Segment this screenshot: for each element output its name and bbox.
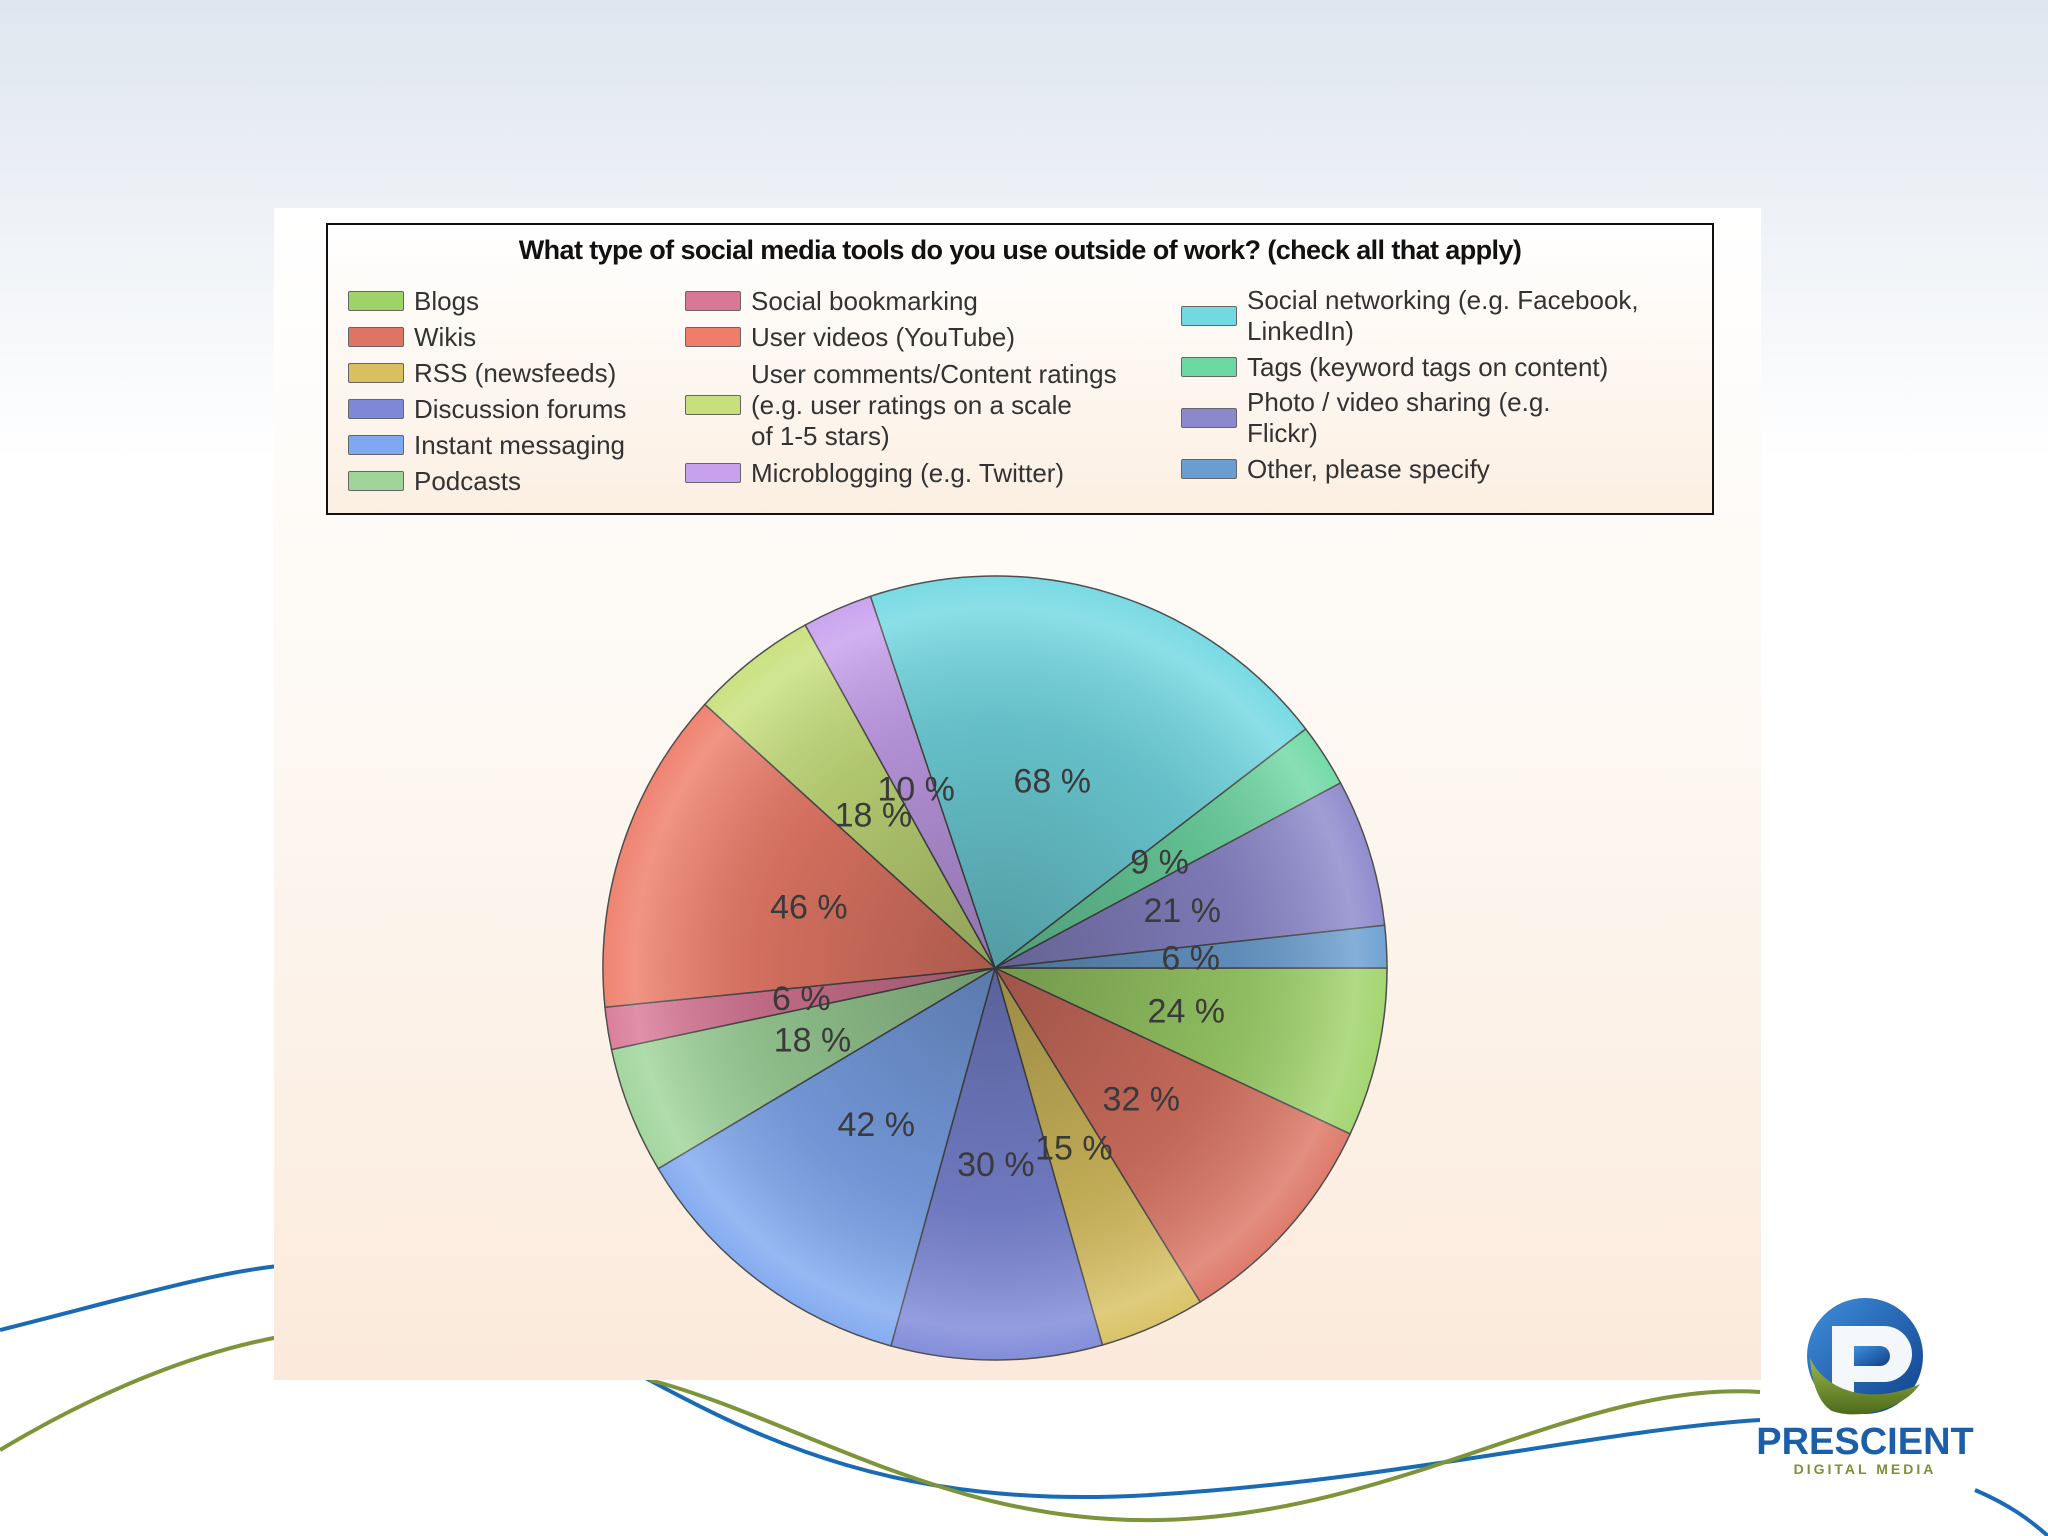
- legend-label: Social bookmarking: [751, 285, 978, 316]
- legend-item: Instant messaging: [348, 427, 626, 463]
- logo-tagline: DIGITAL MEDIA: [1794, 1461, 1937, 1477]
- legend-column-3: Social networking (e.g. Facebook, Linked…: [1181, 283, 1639, 487]
- legend-item: Wikis: [348, 319, 626, 355]
- legend-label: User videos (YouTube): [751, 321, 1015, 352]
- prescient-logo: PRESCIENT DIGITAL MEDIA: [1756, 1298, 1974, 1477]
- legend-label: Wikis: [414, 321, 477, 352]
- logo-name: PRESCIENT: [1756, 1421, 1973, 1463]
- legend-item: Discussion forums: [348, 391, 626, 427]
- swoosh-blue-bottom: [639, 1373, 1761, 1500]
- legend-swatch: [348, 399, 404, 419]
- pie-slice-label: 6 %: [1161, 939, 1220, 977]
- pie-chart: 24 %32 %15 %30 %42 %18 %6 %46 %18 %10 % 6…: [602, 575, 1388, 1361]
- legend-item: Tags (keyword tags on content): [1181, 349, 1639, 385]
- legend-label: Other, please specify: [1247, 453, 1490, 484]
- legend-swatch: [685, 291, 741, 311]
- legend-swatch: [685, 463, 741, 483]
- pie-slice-label: 9 %: [1130, 844, 1189, 882]
- legend-item: RSS (newsfeeds): [348, 355, 626, 391]
- pie-slice-label: 30 %: [957, 1146, 1035, 1184]
- legend-item: Social networking (e.g. Facebook, Linked…: [1181, 283, 1639, 349]
- legend-swatch: [348, 435, 404, 455]
- swoosh-green-left: [0, 1333, 291, 1452]
- chart-title: What type of social media tools do you u…: [518, 235, 1522, 265]
- legend-item: Blogs: [348, 283, 626, 319]
- legend: What type of social media tools do you u…: [326, 223, 1714, 515]
- legend-swatch: [348, 291, 404, 311]
- legend-column-1: Blogs Wikis RSS (newsfeeds) Discussion foru…: [348, 283, 626, 499]
- chart-panel: What type of social media tools do you u…: [274, 208, 1761, 1380]
- pie-slice-label: 21 %: [1143, 892, 1221, 930]
- swoosh-blue-right: [1974, 1488, 2048, 1536]
- pie-slice-label: 68 %: [1013, 763, 1090, 801]
- pie-slice-label: 6 %: [772, 980, 831, 1018]
- legend-item: Other, please specify: [1181, 451, 1639, 487]
- legend-item: User videos (YouTube): [685, 319, 1117, 355]
- legend-swatch: [1181, 408, 1237, 428]
- legend-label: Instant messaging: [414, 429, 626, 460]
- legend-label: RSS (newsfeeds): [414, 357, 617, 388]
- legend-column-2: Social bookmarking User videos (YouTube) U…: [685, 283, 1117, 491]
- pie-slice-label: 15 %: [1035, 1129, 1113, 1167]
- pie-slice-label: 18 %: [774, 1022, 852, 1060]
- pie-slice-label: 18 %: [835, 796, 913, 834]
- legend-swatch: [348, 363, 404, 383]
- legend-swatch: [685, 395, 741, 415]
- legend-label: User comments/Content ratings (e.g. user…: [751, 358, 1117, 451]
- legend-label: Photo / video sharing (e.g. Flickr): [1247, 387, 1551, 448]
- legend-item: Photo / video sharing (e.g. Flickr): [1181, 385, 1639, 451]
- legend-item: User comments/Content ratings (e.g. user…: [685, 355, 1117, 455]
- pie-slice-label: 24 %: [1148, 993, 1226, 1031]
- legend-item: Podcasts: [348, 463, 626, 499]
- legend-label: Discussion forums: [414, 393, 627, 424]
- legend-swatch: [1181, 306, 1237, 326]
- legend-swatch: [348, 471, 404, 491]
- legend-label: Social networking (e.g. Facebook, Linked…: [1247, 285, 1639, 346]
- legend-label: Podcasts: [414, 465, 521, 496]
- pie-slice-label: 46 %: [770, 889, 848, 927]
- swoosh-blue-left: [0, 1263, 291, 1332]
- pie-slice-label: 32 %: [1103, 1081, 1181, 1119]
- legend-swatch: [1181, 357, 1237, 377]
- legend-swatch: [348, 327, 404, 347]
- legend-label: Tags (keyword tags on content): [1247, 351, 1609, 382]
- legend-label: Microblogging (e.g. Twitter): [751, 457, 1065, 488]
- legend-swatch: [685, 327, 741, 347]
- legend-item: Social bookmarking: [685, 283, 1117, 319]
- legend-label: Blogs: [414, 285, 480, 316]
- legend-item: Microblogging (e.g. Twitter): [685, 455, 1117, 491]
- swoosh-green-bottom: [649, 1378, 1761, 1523]
- pie-slice-label: 42 %: [837, 1106, 915, 1144]
- legend-swatch: [1181, 459, 1237, 479]
- pie-slice-label: 10 %: [877, 771, 955, 809]
